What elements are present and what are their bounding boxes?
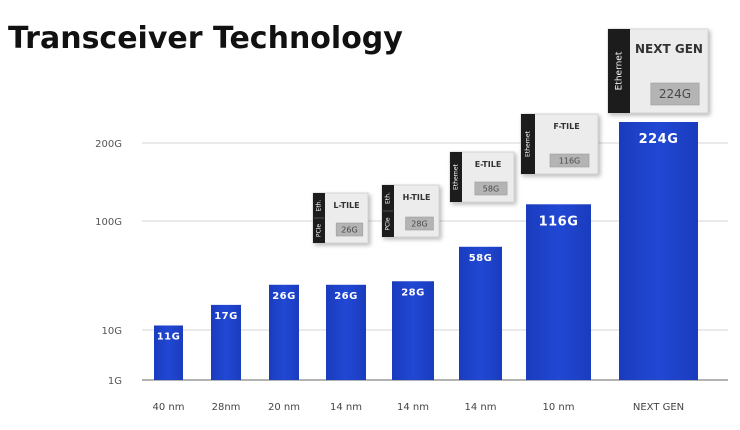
x-tick-label: 20 nm — [268, 402, 300, 413]
chip-tile-side-strip — [521, 114, 535, 174]
bar — [526, 204, 591, 380]
x-tick-label: 40 nm — [153, 402, 185, 413]
y-tick-label: 100G — [95, 217, 122, 228]
chip-tile-speed-box — [335, 222, 364, 237]
y-tick-label: 10G — [102, 326, 122, 337]
chip-tile: Eth. PCIe L-TILE 26G — [312, 192, 369, 244]
chip-tile-name: L-TILE — [333, 201, 359, 210]
bar — [326, 284, 366, 380]
chip-tile-side-label: Ethernet — [453, 163, 460, 189]
chip-tile: Ethernet NEXT GEN 224G — [607, 28, 709, 114]
bar-value-label: 26G — [272, 291, 296, 302]
chip-tile-side-label: PCIe — [316, 224, 323, 238]
chip-tile-name: H-TILE — [403, 193, 431, 202]
bar-value-label: 26G — [334, 291, 358, 302]
x-tick-label: 14 nm — [397, 402, 429, 413]
chip-tile-speed: 58G — [483, 185, 499, 194]
y-tick-label: 1G — [108, 376, 122, 387]
bar-value-label: 11G — [157, 331, 181, 342]
chip-tile-speed-box — [650, 82, 700, 106]
x-tick-label: 10 nm — [543, 402, 575, 413]
chip-tile-side-strip — [608, 29, 630, 113]
y-tick-label: 200G — [95, 139, 122, 150]
bar-value-label: 17G — [214, 311, 238, 322]
chip-tile: Ethernet E-TILE 58G — [449, 151, 515, 203]
bar-value-label: 28G — [401, 287, 425, 298]
x-tick-label: 28nm — [212, 402, 241, 413]
x-tick-label: 14 nm — [465, 402, 497, 413]
bar-value-label: 224G — [639, 132, 679, 147]
chip-tile-speed: 224G — [659, 87, 691, 101]
bar — [459, 246, 502, 380]
chip-tile-name: E-TILE — [475, 160, 502, 169]
bar — [269, 284, 299, 380]
chip-tile-speed-box — [549, 153, 590, 168]
bar — [154, 325, 183, 380]
chip-tile-name: NEXT GEN — [635, 42, 703, 56]
x-tick-label: NEXT GEN — [633, 402, 684, 413]
chip-tile-speed-box — [474, 181, 508, 196]
bar — [619, 122, 698, 380]
chip-tile-side-label: Eth. — [316, 199, 323, 211]
bar-value-label: 116G — [539, 214, 579, 229]
chip-tile: Eth. PCIe H-TILE 28G — [381, 184, 440, 238]
chip-tile-speed: 26G — [341, 226, 357, 235]
chip-tile-speed: 116G — [559, 157, 580, 166]
bar — [392, 281, 434, 380]
bar-value-label: 58G — [469, 253, 493, 264]
chip-tile-name: F-TILE — [553, 122, 579, 131]
x-tick-label: 14 nm — [330, 402, 362, 413]
chip-tile-side-label: Ethernet — [525, 130, 532, 156]
chip-tile-side-label: Eth. — [385, 192, 392, 204]
chip-tile-side-strip — [450, 152, 462, 202]
bar — [211, 304, 241, 380]
chip-tile-side-label: Ethernet — [615, 51, 625, 90]
chip-tile: Ethernet F-TILE 116G — [520, 113, 599, 175]
chart-title: Transceiver Technology — [8, 21, 403, 56]
chip-tile-speed-box — [405, 216, 434, 231]
chip-tile-side-label: PCIe — [385, 217, 392, 231]
chip-tile-speed: 28G — [411, 220, 427, 229]
